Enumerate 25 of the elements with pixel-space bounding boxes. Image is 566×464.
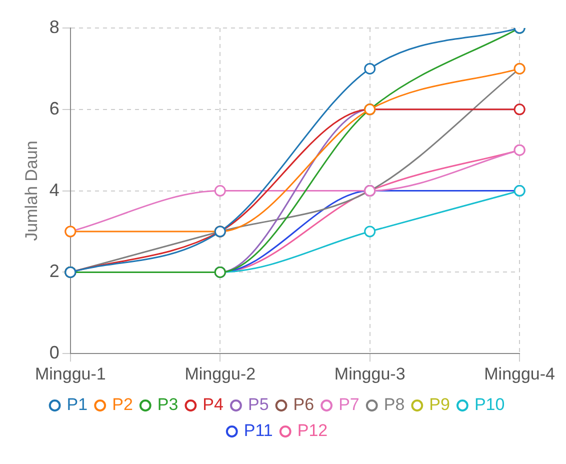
legend-label: P3 (157, 395, 178, 414)
legend-label: P7 (338, 395, 360, 414)
y-tick-label: 4 (49, 180, 60, 200)
y-tick-label: 0 (49, 342, 60, 363)
legend-label: P11 (244, 421, 273, 440)
legend-label: P12 (297, 421, 328, 440)
y-tick-label: 2 (49, 261, 60, 282)
legend-label: P8 (384, 395, 405, 414)
point (364, 62, 376, 74)
point (364, 226, 376, 238)
x-tick-label: Minggu-2 (184, 364, 256, 384)
legend-label: P1 (66, 395, 88, 414)
legend-label: P4 (202, 395, 224, 414)
legend-label: P6 (293, 395, 314, 414)
y-axis-title: Jumlah Daun (22, 140, 41, 241)
point (214, 185, 226, 197)
legend-label: P10 (474, 395, 505, 414)
legend-label: P5 (248, 395, 269, 414)
y-tick-label: 6 (49, 98, 60, 118)
y-tick-label: 8 (49, 16, 60, 37)
legend-label: P2 (112, 395, 133, 414)
x-tick-label: Minggu-4 (484, 364, 555, 384)
x-tick-label: Minggu-1 (34, 364, 106, 384)
x-tick-label: Minggu-3 (334, 364, 406, 384)
legend-label: P9 (429, 395, 450, 414)
